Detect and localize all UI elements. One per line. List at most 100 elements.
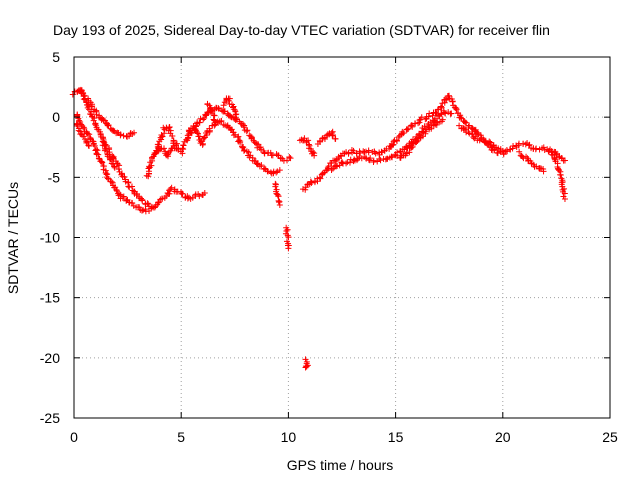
data-point-marker <box>161 130 168 137</box>
x-tick-label: 20 <box>495 429 511 445</box>
data-point-marker <box>557 171 564 178</box>
data-point-marker <box>104 170 111 177</box>
data-point-marker <box>367 155 374 162</box>
data-point-marker <box>100 139 107 146</box>
y-axis-ticks: 5 0 -5 -10 -15 -20 -25 <box>40 49 610 426</box>
data-point-marker <box>179 145 186 152</box>
data-point-marker <box>287 155 294 162</box>
data-point-marker <box>330 132 337 139</box>
data-point-marker <box>303 363 310 370</box>
data-point-marker <box>111 164 118 171</box>
data-point-marker <box>269 152 276 159</box>
data-point-marker <box>362 148 369 155</box>
data-point-marker <box>166 124 173 131</box>
data-point-marker <box>372 150 379 157</box>
data-point-marker <box>412 120 419 127</box>
data-point-marker <box>194 130 201 137</box>
data-point-marker <box>435 111 442 118</box>
data-point-marker <box>377 157 384 164</box>
data-point-marker <box>119 195 126 202</box>
data-point-marker <box>307 178 314 185</box>
data-point-marker <box>188 129 195 136</box>
data-point-marker <box>351 156 358 163</box>
data-point-marker <box>243 128 250 135</box>
data-point-marker <box>448 110 455 117</box>
data-point-marker <box>80 133 87 140</box>
data-point-marker <box>561 185 568 192</box>
data-point-marker <box>95 151 102 158</box>
data-point-marker <box>438 104 445 111</box>
data-point-marker <box>110 160 117 167</box>
data-point-marker <box>112 184 119 191</box>
data-point-marker <box>274 168 281 175</box>
data-point-marker <box>136 204 143 211</box>
data-point-marker <box>276 167 283 174</box>
data-point-marker <box>393 137 400 144</box>
data-point-marker <box>107 156 114 163</box>
data-point-marker <box>389 142 396 149</box>
chart-title: Day 193 of 2025, Sidereal Day-to-day VTE… <box>53 22 550 38</box>
data-point-marker <box>434 119 441 126</box>
data-point-marker <box>442 110 449 117</box>
data-point-marker <box>169 133 176 140</box>
data-point-marker <box>200 116 207 123</box>
data-point-marker <box>211 117 218 124</box>
data-point-marker <box>158 195 165 202</box>
data-point-marker <box>215 106 222 113</box>
data-point-marker <box>316 174 323 181</box>
data-point-marker <box>111 163 118 170</box>
data-point-marker <box>196 119 203 126</box>
data-point-marker <box>95 155 102 162</box>
data-point-marker <box>258 162 265 169</box>
data-point-marker <box>201 189 208 196</box>
data-point-marker <box>334 162 341 169</box>
data-point-marker <box>233 111 240 118</box>
data-point-marker <box>91 115 98 122</box>
data-point-marker <box>561 157 568 164</box>
data-point-marker <box>457 114 464 121</box>
data-point-marker <box>121 173 128 180</box>
data-point-marker <box>179 190 186 197</box>
data-point-marker <box>245 149 252 156</box>
data-point-marker <box>302 356 309 363</box>
data-point-marker <box>548 151 555 158</box>
data-point-marker <box>116 191 123 198</box>
data-point-marker <box>200 135 207 142</box>
data-point-marker <box>466 130 473 137</box>
data-point-marker <box>343 160 350 167</box>
data-point-marker <box>81 92 88 99</box>
data-point-marker <box>390 138 397 145</box>
data-point-marker <box>215 105 222 112</box>
y-tick-label: 5 <box>52 49 60 65</box>
data-point-marker <box>388 153 395 160</box>
data-point-marker <box>88 103 95 110</box>
x-axis-label: GPS time / hours <box>287 457 394 473</box>
data-point-marker <box>561 190 568 197</box>
data-point-marker <box>273 169 280 176</box>
data-point-marker <box>276 202 283 209</box>
data-point-marker <box>308 179 315 186</box>
data-point-marker <box>144 200 151 207</box>
data-point-marker <box>378 148 385 155</box>
data-point-marker <box>91 142 98 149</box>
data-point-marker <box>354 157 361 164</box>
data-point-marker <box>80 93 87 100</box>
data-point-marker <box>108 178 115 185</box>
data-point-marker <box>126 184 133 191</box>
data-point-marker <box>561 195 568 202</box>
data-point-marker <box>253 160 260 167</box>
data-point-marker <box>157 146 164 153</box>
data-point-marker <box>168 184 175 191</box>
y-tick-label: -25 <box>40 410 60 426</box>
data-point-marker <box>363 155 370 162</box>
data-point-marker <box>540 144 547 151</box>
data-point-marker <box>159 133 166 140</box>
data-point-marker <box>317 138 324 145</box>
data-point-marker <box>400 130 407 137</box>
data-point-marker <box>311 152 318 159</box>
y-tick-label: -15 <box>40 290 60 306</box>
data-points <box>69 86 568 371</box>
data-point-marker <box>461 125 468 132</box>
data-point-marker <box>339 159 346 166</box>
